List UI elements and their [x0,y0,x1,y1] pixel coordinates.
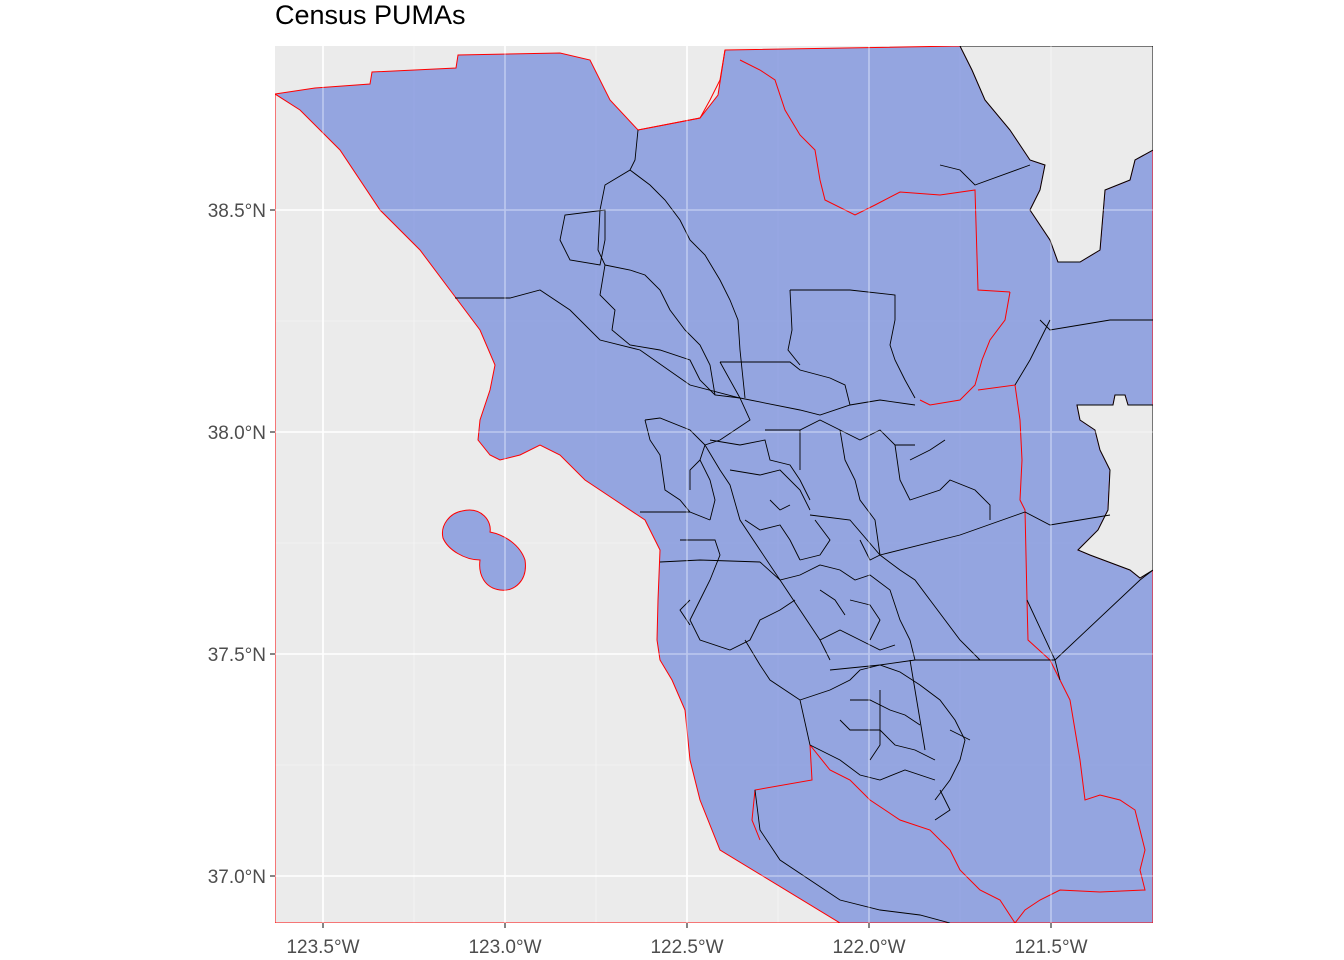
y-axis: 38.5°N 38.0°N 37.5°N 37.0°N [208,201,275,888]
x-tick-label: 123.5°W [286,937,359,958]
gridlines-overlay [275,46,1153,923]
y-tick-label: 37.5°N [208,645,266,666]
map-title: Census PUMAs [275,0,466,30]
x-tick-label: 123.0°W [468,937,541,958]
x-tick-label: 122.0°W [832,937,905,958]
x-axis: 123.5°W 123.0°W 122.5°W 122.0°W 121.5°W [286,923,1088,958]
gap-northeast [959,46,1153,263]
x-tick-label: 121.5°W [1014,937,1087,958]
y-tick-label: 38.0°N [208,423,266,444]
y-tick-label: 38.5°N [208,201,266,222]
y-tick-label: 37.0°N [208,867,266,888]
puma-farallon-islands [441,509,526,591]
puma-boundaries [455,129,1153,923]
gap-east [1076,394,1153,579]
x-tick-label: 122.5°W [650,937,723,958]
county-borders [637,49,1146,923]
